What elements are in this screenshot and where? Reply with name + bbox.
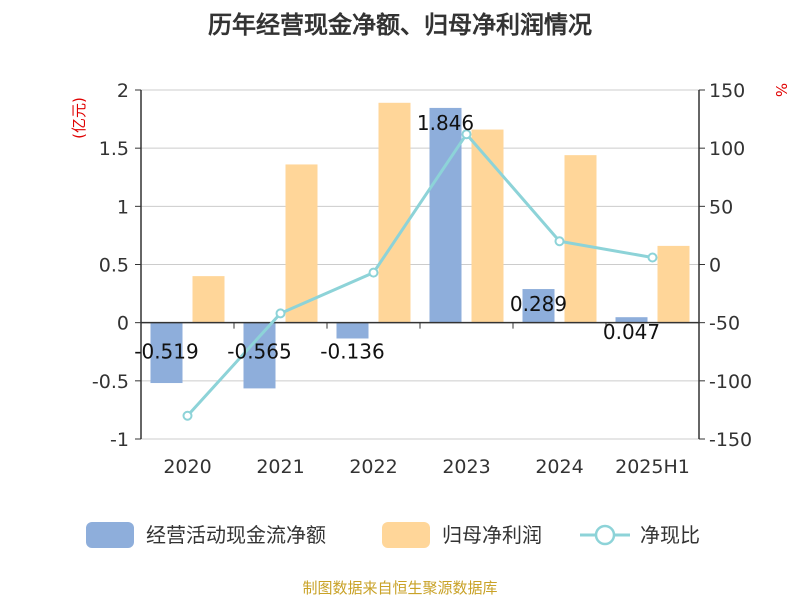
cash-ratio-point bbox=[461, 129, 472, 140]
category-label: 2024 bbox=[535, 456, 583, 478]
bar-data-label: -0.519 bbox=[134, 340, 198, 364]
left-axis-tick-label: 0 bbox=[117, 313, 129, 335]
bar-data-label: -0.565 bbox=[227, 340, 291, 364]
left-axis-tick-label: 2 bbox=[117, 80, 129, 102]
bar-data-label: 0.289 bbox=[510, 292, 567, 316]
cash-ratio-line bbox=[186, 131, 653, 417]
legend-label: 归母净利润 bbox=[442, 523, 542, 547]
right-axis-tick-label: 0 bbox=[709, 255, 721, 277]
legend-swatch bbox=[86, 522, 134, 548]
cash-ratio-point bbox=[647, 252, 658, 263]
legend-item: 净现比 bbox=[580, 523, 700, 547]
data-source-note: 制图数据来自恒生聚源数据库 bbox=[302, 579, 497, 597]
legend-item: 经营活动现金流净额 bbox=[86, 522, 326, 548]
cash-flow-bar bbox=[243, 322, 276, 389]
cash-ratio-point bbox=[182, 410, 193, 421]
net-profit-bar bbox=[657, 245, 690, 323]
right-axis-tick-label: 100 bbox=[709, 138, 745, 160]
right-axis-tick-label: -50 bbox=[709, 313, 740, 335]
cash-flow-bar bbox=[429, 107, 462, 323]
net-profit-bar bbox=[471, 129, 504, 323]
net-profit-bar bbox=[192, 276, 225, 323]
right-axis-unit: % bbox=[772, 83, 790, 97]
bar-layer bbox=[150, 102, 690, 389]
cash-ratio-point bbox=[275, 308, 286, 319]
net-profit-bar bbox=[378, 102, 411, 323]
cash-flow-bar bbox=[615, 317, 648, 323]
bar-data-label: -0.136 bbox=[320, 340, 384, 364]
left-axis-unit: (亿元) bbox=[70, 97, 88, 139]
right-axis-tick-label: 50 bbox=[709, 196, 733, 218]
category-label: 2023 bbox=[442, 456, 490, 478]
right-axis-tick-label: -100 bbox=[709, 371, 752, 393]
legend-label: 净现比 bbox=[640, 523, 700, 547]
left-axis-tick-label: 1 bbox=[117, 196, 129, 218]
net-profit-bar bbox=[564, 155, 597, 323]
cash-flow-bar bbox=[336, 322, 369, 339]
left-axis-tick-label: -1 bbox=[110, 429, 129, 451]
legend-label: 经营活动现金流净额 bbox=[146, 523, 326, 547]
grid-layer bbox=[141, 89, 699, 440]
cash-flow-bar bbox=[150, 322, 183, 384]
cash-flow-bar bbox=[522, 289, 555, 323]
axis-layer: -1 -0.5 0 0.5 1 1.5 2 -150 -100 -50 0 50 100 150 2020 2… bbox=[92, 80, 752, 478]
category-label: 2025H1 bbox=[615, 456, 690, 478]
category-label: 2022 bbox=[349, 456, 397, 478]
bar-data-label: 0.047 bbox=[603, 320, 660, 344]
legend-swatch bbox=[382, 522, 430, 548]
legend-marker bbox=[594, 524, 616, 546]
right-axis-tick-label: 150 bbox=[709, 80, 745, 102]
chart-title: 历年经营现金净额、归母净利润情况 bbox=[208, 11, 592, 39]
left-axis-tick-label: 1.5 bbox=[99, 138, 129, 160]
category-label: 2020 bbox=[163, 456, 211, 478]
cash-ratio-point bbox=[554, 236, 565, 247]
line-layer bbox=[182, 129, 658, 421]
cash-ratio-point bbox=[368, 267, 379, 278]
data-label-layer: -0.519 -0.565 -0.136 1.846 0.289 0.047 bbox=[134, 111, 660, 364]
bar-data-label: 1.846 bbox=[417, 111, 474, 135]
legend-item: 归母净利润 bbox=[382, 522, 542, 548]
left-axis-tick-label: 0.5 bbox=[99, 255, 129, 277]
legend: 经营活动现金流净额 归母净利润 净现比 bbox=[86, 522, 700, 548]
category-label: 2021 bbox=[256, 456, 304, 478]
right-axis-tick-label: -150 bbox=[709, 429, 752, 451]
net-profit-bar bbox=[285, 164, 318, 323]
left-axis-tick-label: -0.5 bbox=[92, 371, 129, 393]
